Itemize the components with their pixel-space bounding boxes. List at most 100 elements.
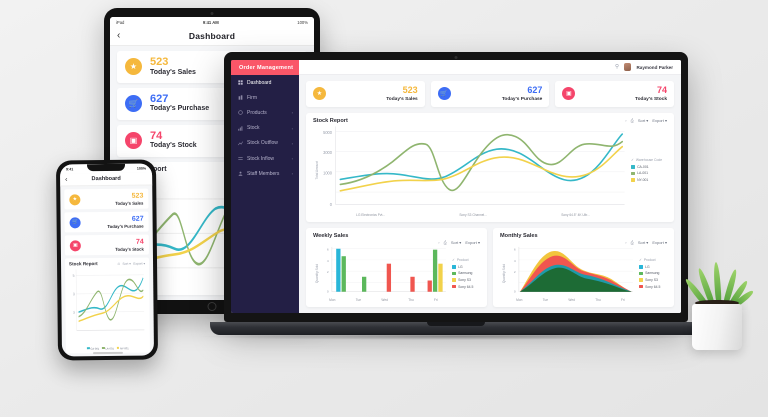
sort-button[interactable]: Sort ▾ — [450, 239, 462, 245]
phone-stat-value: 74 — [135, 238, 144, 246]
legend-item[interactable]: Sony 64.5 — [452, 285, 480, 289]
tablet-camera-icon — [210, 12, 214, 15]
legend-item[interactable]: Sony S3 — [452, 278, 480, 282]
print-icon[interactable]: ⎙ — [443, 239, 447, 245]
svg-text:1000: 1000 — [323, 170, 333, 175]
svg-text:6: 6 — [327, 247, 329, 251]
legend-item[interactable]: CA-001 — [631, 165, 667, 169]
sidebar-item-stock-outflow[interactable]: Stock Outflow › — [231, 136, 299, 151]
export-button[interactable]: Export ▾ — [465, 239, 480, 245]
x-tick: Sony 64.5" 4K Ultr... — [561, 212, 590, 217]
tablet-carrier-label: iPad — [116, 19, 125, 25]
legend-item[interactable]: LA-001 — [631, 171, 667, 175]
weekly-sales-plot: 6 4 2 0 — [319, 245, 448, 302]
phone-screen: 9:41 100% ‹ Dashboard ★ 523 Today's Sale… — [59, 163, 155, 357]
sidebar-item-label: Stock Inflow — [247, 155, 274, 162]
phone-content: ★ 523 Today's Sales 🛒 627 Today's Purcha… — [60, 186, 154, 357]
brand-label: Order Management — [231, 60, 299, 75]
sidebar-item-label: Staff Members — [247, 170, 280, 177]
legend-item[interactable]: Sony S3 — [639, 278, 667, 282]
legend-swatch — [639, 264, 643, 269]
cart-icon: 🛒 — [69, 216, 81, 228]
legend-swatch — [452, 284, 456, 289]
sales-icon: ★ — [125, 58, 142, 76]
tablet-stat-value: 627 — [150, 92, 169, 105]
weekly-sales-card: Weekly Sales › ⎙ Sort ▾ Export ▾ — [306, 227, 487, 307]
legend-swatch — [102, 346, 105, 350]
sidebar-item-dashboard[interactable]: Dashboard — [231, 75, 299, 90]
svg-text:0: 0 — [327, 290, 329, 294]
legend-swatch — [631, 171, 635, 176]
legend-label: Sony 64.5 — [458, 284, 474, 289]
phone-stat-card-sales[interactable]: ★ 523 Today's Sales — [64, 188, 149, 210]
export-button[interactable]: Export ▾ — [133, 261, 146, 266]
y-axis-label: Quantity Sold — [315, 263, 319, 283]
print-icon[interactable]: ⎙ — [630, 118, 634, 123]
x-axis-labels: LG Electronics Pvt... Sony S3 Channel...… — [319, 212, 627, 217]
tablet-home-button[interactable] — [207, 302, 217, 311]
phone-home-indicator[interactable] — [92, 351, 123, 355]
stat-card-purchase[interactable]: 🛒 627 Today's Purchase — [430, 81, 550, 107]
legend-item[interactable]: NY-001 — [631, 178, 667, 182]
sidebar-item-staff-members[interactable]: Staff Members › — [231, 166, 299, 181]
print-icon[interactable]: ⎙ — [117, 261, 121, 266]
legend-item[interactable]: LA-001 — [102, 346, 114, 350]
monthly-sales-plot: 6 4 2 0 — [506, 245, 635, 302]
phone-stock-report-card[interactable]: Stock Report ⎙ Sort ▾ Export ▾ 5k — [64, 257, 150, 354]
phone-stat-value: 523 — [131, 192, 144, 200]
export-button[interactable]: Export ▾ — [652, 239, 667, 245]
stat-card-stock[interactable]: ▣ 74 Today's Stock — [555, 81, 675, 107]
phone-stat-card-purchase[interactable]: 🛒 627 Today's Purchase — [64, 211, 149, 233]
sidebar-item-stock-inflow[interactable]: Stock Inflow › — [231, 151, 299, 166]
chevron-left-icon[interactable]: ‹ — [117, 30, 121, 41]
stock-icon: ▣ — [562, 87, 576, 101]
phone-stat-card-stock[interactable]: ▣ 74 Today's Stock — [64, 234, 149, 256]
legend-item[interactable]: Samsung — [452, 271, 480, 275]
grid-icon — [238, 80, 243, 85]
legend-item[interactable]: CA-001 — [87, 346, 99, 351]
monthly-sales-body: Quantity Sold — [500, 245, 667, 302]
print-icon[interactable]: ⎙ — [630, 239, 634, 245]
more-icon[interactable]: › — [625, 239, 627, 245]
sidebar-item-products[interactable]: Products › — [231, 105, 299, 120]
legend-item[interactable]: LG — [452, 265, 480, 269]
legend-item[interactable]: Samsung — [639, 271, 667, 275]
tablet-stat-label: Today's Stock — [150, 142, 197, 150]
legend-swatch — [631, 164, 635, 169]
stat-card-sales[interactable]: ★ 523 Today's Sales — [306, 81, 425, 107]
more-icon[interactable]: › — [625, 118, 627, 123]
legend-label: LG — [645, 264, 650, 269]
stock-report-card: Stock Report › ⎙ Sort ▾ Export ▾ — [306, 112, 674, 222]
more-icon[interactable]: › — [438, 239, 440, 245]
sales-icon: ★ — [313, 87, 326, 101]
sidebar-item-label: Stock — [247, 125, 260, 132]
tablet-stat-label: Today's Purchase — [150, 105, 210, 113]
search-icon[interactable]: ⚲ — [614, 64, 619, 70]
sort-button[interactable]: Sort ▾ — [637, 118, 649, 123]
svg-text:3000: 3000 — [323, 150, 333, 155]
sort-button[interactable]: Sort ▾ — [122, 261, 131, 266]
legend-item[interactable]: NY-001 — [116, 346, 129, 350]
card-title: Stock Report — [313, 117, 348, 124]
phone-notch — [86, 163, 126, 172]
sort-button[interactable]: Sort ▾ — [637, 239, 649, 245]
legend-item[interactable]: Sony 64.5 — [639, 285, 667, 289]
phone-battery-label: 100% — [136, 166, 147, 171]
svg-text:2: 2 — [327, 270, 329, 274]
chevron-right-icon: › — [291, 110, 293, 116]
legend-item[interactable]: LG — [639, 265, 667, 269]
decorative-plant — [683, 246, 755, 350]
avatar[interactable] — [623, 63, 632, 71]
sidebar-item-stock[interactable]: Stock › — [231, 121, 299, 136]
topbar: ⚲ Raymond Parker — [299, 60, 681, 75]
svg-text:0: 0 — [330, 201, 333, 206]
legend-title-label: Product — [643, 258, 656, 263]
export-button[interactable]: Export ▾ — [652, 118, 667, 123]
laptop-lid: Order Management Dashboard Firm Products — [224, 52, 688, 322]
svg-text:1k: 1k — [73, 310, 75, 315]
x-tick: Tue — [542, 298, 549, 302]
sales-icon: ★ — [69, 193, 81, 205]
svg-text:4: 4 — [514, 259, 516, 263]
sidebar-item-label: Firm — [247, 94, 257, 101]
sidebar-item-firm[interactable]: Firm — [231, 90, 299, 105]
